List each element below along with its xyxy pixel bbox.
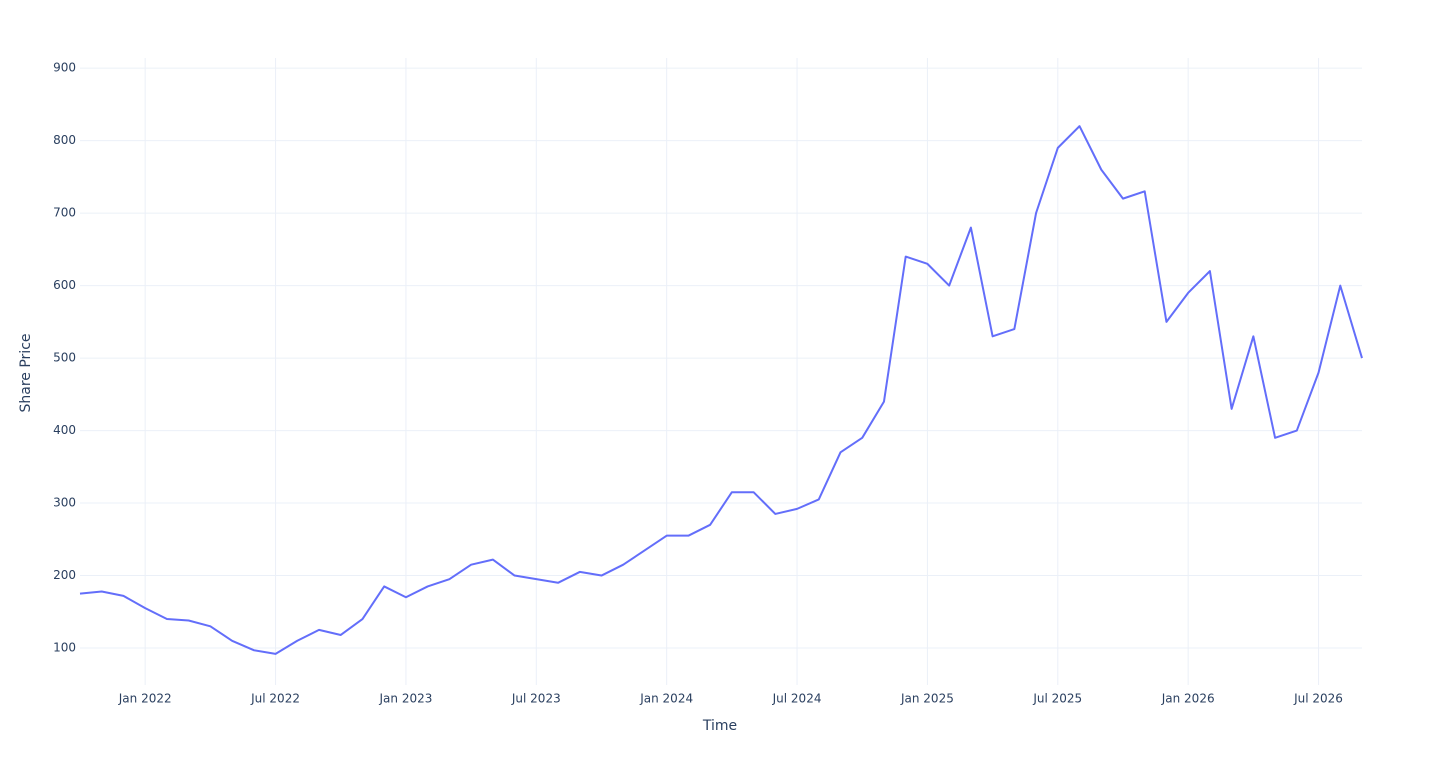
y-tick-label: 500 <box>53 351 76 365</box>
y-tick-label: 800 <box>53 133 76 147</box>
x-axis-title: Time <box>702 718 737 734</box>
y-tick-label: 900 <box>53 61 76 75</box>
y-tick-label: 300 <box>53 496 76 510</box>
price-line <box>79 125 1363 655</box>
x-tick-label: Jan 2024 <box>639 692 693 706</box>
x-tick-label: Jul 2025 <box>1032 692 1082 706</box>
x-tick-label: Jul 2022 <box>250 692 300 706</box>
x-tick-label: Jan 2026 <box>1161 692 1215 706</box>
y-tick-label: 700 <box>53 206 76 220</box>
x-tick-label: Jan 2025 <box>900 692 954 706</box>
x-tick-label: Jan 2022 <box>118 692 172 706</box>
x-tick-label: Jul 2024 <box>772 692 822 706</box>
x-tick-label: Jan 2023 <box>379 692 433 706</box>
y-tick-label: 400 <box>53 423 76 437</box>
y-tick-label: 200 <box>53 568 76 582</box>
x-tick-label: Jul 2026 <box>1293 692 1343 706</box>
x-tick-label: Jul 2023 <box>511 692 561 706</box>
y-tick-label: 100 <box>53 641 76 655</box>
y-axis-title: Share Price <box>18 333 34 412</box>
y-tick-label: 600 <box>53 278 76 292</box>
